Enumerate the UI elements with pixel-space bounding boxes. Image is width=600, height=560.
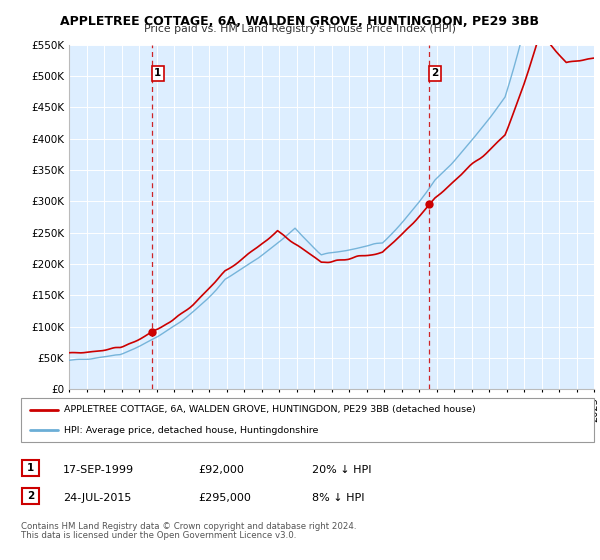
Text: APPLETREE COTTAGE, 6A, WALDEN GROVE, HUNTINGDON, PE29 3BB: APPLETREE COTTAGE, 6A, WALDEN GROVE, HUN… xyxy=(61,15,539,27)
Text: This data is licensed under the Open Government Licence v3.0.: This data is licensed under the Open Gov… xyxy=(21,531,296,540)
Text: 1: 1 xyxy=(27,463,34,473)
Text: 2: 2 xyxy=(431,68,439,78)
FancyBboxPatch shape xyxy=(21,398,594,442)
FancyBboxPatch shape xyxy=(22,488,39,504)
Text: Price paid vs. HM Land Registry's House Price Index (HPI): Price paid vs. HM Land Registry's House … xyxy=(144,24,456,34)
Text: 1: 1 xyxy=(154,68,161,78)
Text: 17-SEP-1999: 17-SEP-1999 xyxy=(63,465,134,475)
Text: 8% ↓ HPI: 8% ↓ HPI xyxy=(312,493,365,503)
Text: 20% ↓ HPI: 20% ↓ HPI xyxy=(312,465,371,475)
FancyBboxPatch shape xyxy=(22,460,39,476)
Text: 2: 2 xyxy=(27,491,34,501)
Text: APPLETREE COTTAGE, 6A, WALDEN GROVE, HUNTINGDON, PE29 3BB (detached house): APPLETREE COTTAGE, 6A, WALDEN GROVE, HUN… xyxy=(64,405,476,414)
Text: HPI: Average price, detached house, Huntingdonshire: HPI: Average price, detached house, Hunt… xyxy=(64,426,319,435)
Text: Contains HM Land Registry data © Crown copyright and database right 2024.: Contains HM Land Registry data © Crown c… xyxy=(21,522,356,531)
Text: £92,000: £92,000 xyxy=(198,465,244,475)
Text: £295,000: £295,000 xyxy=(198,493,251,503)
Text: 24-JUL-2015: 24-JUL-2015 xyxy=(63,493,131,503)
